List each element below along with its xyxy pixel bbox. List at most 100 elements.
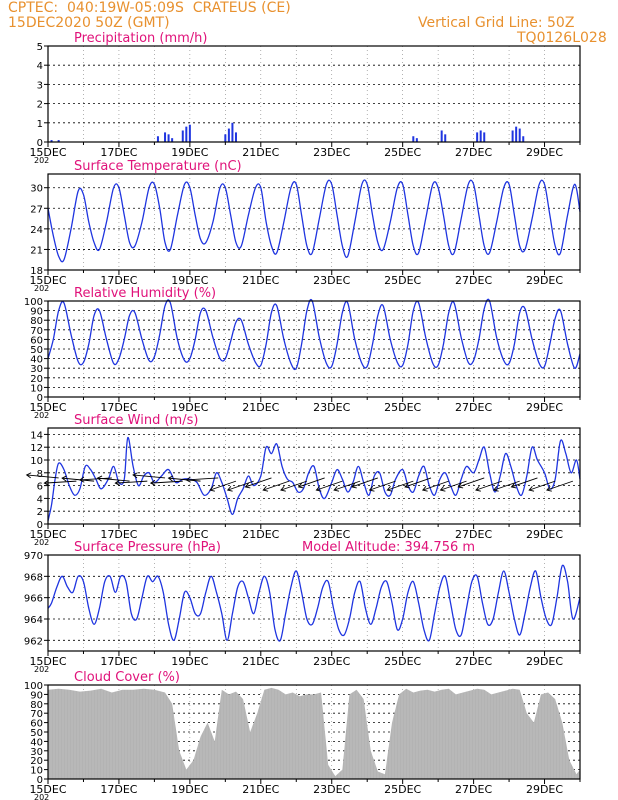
- x-tick-label: 21DEC: [242, 146, 279, 159]
- y-tick-label: 100: [24, 681, 43, 692]
- x-tick-label: 19DEC: [171, 655, 208, 668]
- precip-bar: [479, 130, 482, 142]
- panel-pressure: 962 964 966 968 970 15DEC 17DEC 19DEC 21DEC 23DEC…: [24, 540, 581, 674]
- wind-arrow-head: [528, 485, 535, 492]
- wind-arrow: [422, 480, 449, 491]
- x-tick-label: 15DEC: [29, 783, 66, 796]
- x-tick-label: 27DEC: [455, 401, 492, 414]
- x-tick-label: 15DEC: [29, 655, 66, 668]
- series-line-wind: [47, 436, 581, 521]
- x-tick-label: 25DEC: [384, 783, 421, 796]
- x-tick-label: 17DEC: [100, 528, 137, 541]
- x-tick-label: 15DEC: [29, 401, 66, 414]
- wind-arrow: [44, 480, 77, 484]
- x-tick-label: 23DEC: [313, 528, 350, 541]
- wind-arrow: [227, 480, 254, 491]
- panel-temp: 18 21 24 27 30 15DEC 17DEC 19DEC 21DEC 23DEC 25DEC…: [29, 159, 581, 293]
- y-tick-label: 30: [30, 747, 43, 758]
- header-date: 15DEC2020 50Z (GMT): [8, 15, 170, 31]
- x-tick-label: 17DEC: [100, 401, 137, 414]
- x-tick-label: 19DEC: [171, 528, 208, 541]
- precip-bar: [156, 136, 159, 142]
- wind-arrow-head: [386, 485, 393, 492]
- x-tick-label: 25DEC: [384, 146, 421, 159]
- wind-arrow-head: [262, 485, 269, 492]
- precip-bar: [185, 126, 188, 142]
- x-tick-label: 25DEC: [384, 401, 421, 414]
- x-tick-label: 25DEC: [384, 528, 421, 541]
- wind-arrow-head: [315, 485, 322, 492]
- precip-bar: [415, 138, 418, 142]
- precip-bar: [234, 132, 237, 142]
- y-tick-label: 100: [24, 297, 43, 308]
- x-tick-label: 21DEC: [242, 783, 279, 796]
- x-tick-label: 19DEC: [171, 783, 208, 796]
- y-tick-label: 20: [30, 756, 43, 767]
- x-tick-label: 29DEC: [526, 528, 563, 541]
- x-tick-label: 21DEC: [242, 274, 279, 287]
- wind-arrow: [369, 480, 396, 491]
- y-tick-label: 90: [30, 690, 43, 701]
- model-altitude: Model Altitude: 394.756 m: [302, 540, 475, 555]
- y-tick-label: 21: [30, 245, 43, 256]
- y-tick-label: 50: [30, 345, 43, 356]
- panel-frame: [47, 45, 581, 143]
- wind-arrow-head: [149, 479, 156, 486]
- wind-arrow: [263, 480, 290, 491]
- wind-arrow-head: [510, 482, 517, 489]
- wind-arrow: [511, 477, 538, 488]
- wind-arrow: [97, 477, 130, 482]
- precip-bar: [227, 128, 230, 142]
- y-tick-label: 70: [30, 326, 43, 337]
- wind-arrow-head: [167, 475, 174, 482]
- wind-arrow: [245, 477, 272, 488]
- panel-title-precip: Precipitation (mm/h): [74, 31, 207, 46]
- y-tick-label: 24: [30, 225, 43, 236]
- x-year-label: 202: [34, 665, 49, 674]
- y-tick-label: 964: [24, 615, 43, 626]
- y-tick-label: 4: [37, 61, 43, 72]
- wind-arrow: [26, 474, 59, 479]
- wind-arrow: [351, 477, 378, 488]
- y-tick-label: 1: [37, 119, 43, 130]
- wind-arrow: [209, 480, 237, 491]
- wind-arrow: [333, 480, 361, 491]
- x-year-label: 202: [34, 284, 49, 293]
- precip-bar: [224, 134, 227, 142]
- panel-frame: [47, 427, 581, 525]
- x-year-label: 202: [34, 156, 49, 165]
- wind-arrow-head: [368, 485, 375, 492]
- y-tick-label: 60: [30, 719, 43, 730]
- y-tick-label: 50: [30, 728, 43, 739]
- wind-arrow: [404, 477, 432, 488]
- y-tick-label: 0: [37, 393, 43, 404]
- panel-title-wind: Surface Wind (m/s): [74, 413, 198, 428]
- precip-bar: [50, 140, 53, 142]
- x-tick-label: 27DEC: [455, 655, 492, 668]
- x-tick-label: 21DEC: [242, 655, 279, 668]
- x-tick-label: 23DEC: [313, 146, 350, 159]
- y-tick-label: 27: [30, 204, 43, 215]
- wind-arrow: [79, 477, 112, 481]
- x-tick-label: 29DEC: [526, 274, 563, 287]
- x-tick-label: 29DEC: [526, 655, 563, 668]
- wind-arrow-head: [78, 476, 85, 483]
- y-tick-label: 10: [30, 383, 43, 394]
- x-tick-label: 15DEC: [29, 146, 66, 159]
- wind-arrow-head: [439, 485, 446, 492]
- header-source-label: CPTEC:: [8, 0, 59, 16]
- wind-arrow-head: [244, 482, 251, 489]
- y-tick-label: 30: [30, 364, 43, 375]
- y-tick-label: 10: [30, 766, 43, 777]
- y-tick-label: 30: [30, 184, 43, 195]
- wind-arrow: [387, 480, 414, 491]
- y-tick-label: 0: [37, 520, 43, 531]
- y-tick-label: 14: [30, 430, 43, 441]
- header-run-id: TQ0126L028: [517, 30, 607, 46]
- x-year-label: 202: [34, 538, 49, 547]
- y-tick-label: 0: [37, 138, 43, 149]
- wind-arrow: [115, 480, 148, 484]
